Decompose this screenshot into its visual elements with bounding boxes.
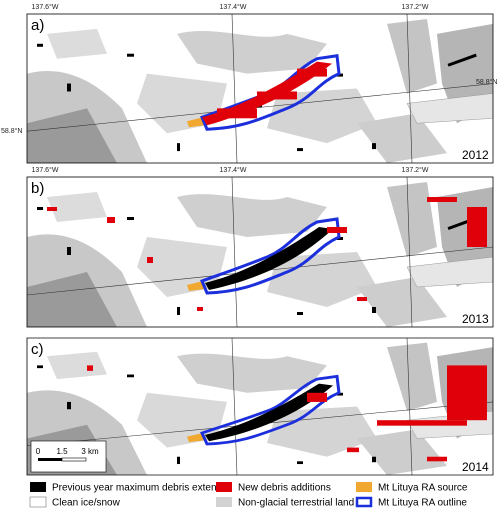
legend-label: Non-glacial terrestrial land [238, 498, 354, 509]
new-debris [197, 307, 203, 311]
legend-label: Previous year maximum debris extent [52, 483, 220, 494]
lon-label: 137.4°W [220, 3, 247, 11]
new-debris [427, 197, 457, 202]
lat-label: 58.8°N [1, 127, 22, 135]
lon-label: 137.2°W [402, 166, 429, 174]
panel-label: c) [31, 341, 44, 358]
map-terrain [25, 12, 495, 165]
panel-frame [26, 337, 494, 476]
lat-label: 58.8°N [476, 78, 497, 86]
new-debris [257, 91, 297, 100]
debris-area [205, 227, 333, 290]
legend-label: Clean ice/snow [52, 498, 121, 509]
map-panel [25, 175, 495, 329]
scale-label: 3 km [81, 447, 99, 456]
map-terrain [25, 175, 495, 329]
new-debris [347, 447, 359, 453]
new-debris [357, 297, 367, 301]
panel-label: a) [31, 17, 44, 34]
new-debris [427, 456, 447, 462]
new-debris [327, 227, 347, 233]
new-debris [467, 207, 487, 247]
panel-frame [26, 13, 494, 164]
legend-swatch [355, 496, 373, 508]
map-panel [25, 336, 495, 477]
lon-label: 137.6°W [32, 166, 59, 174]
scale-label: 0 [36, 447, 41, 456]
scale-label: 1.5 [56, 447, 68, 456]
new-debris [297, 68, 327, 77]
new-debris [377, 420, 467, 426]
new-debris [47, 207, 57, 211]
legend-swatch [216, 482, 232, 492]
panel-label: b) [31, 180, 44, 197]
legend-label: Mt Lituya RA source [378, 483, 468, 494]
legend-label: New debris additions [238, 483, 331, 494]
legend-swatch [216, 497, 232, 507]
panel-frame [26, 176, 494, 328]
debris-area [205, 383, 333, 442]
new-debris [447, 365, 487, 421]
panel-year: 2014 [462, 460, 489, 474]
legend-swatch [29, 496, 47, 508]
legend-label: Mt Lituya RA outline [378, 498, 467, 509]
legend: Previous year maximum debris extent Clea… [29, 482, 468, 509]
scale-bar: 0 1.5 3 km [30, 440, 107, 473]
new-debris [147, 257, 153, 263]
legend-swatch [30, 482, 46, 492]
new-debris [307, 392, 327, 402]
new-debris [107, 217, 115, 223]
panel-year: 2012 [462, 148, 489, 162]
map-panel [25, 12, 495, 165]
lon-label: 137.6°W [32, 3, 59, 11]
legend-swatch [356, 482, 372, 492]
new-debris [217, 108, 257, 119]
lon-label: 137.4°W [220, 166, 247, 174]
lon-label: 137.2°W [402, 3, 429, 11]
panel-year: 2013 [462, 312, 489, 326]
new-debris [87, 365, 93, 371]
